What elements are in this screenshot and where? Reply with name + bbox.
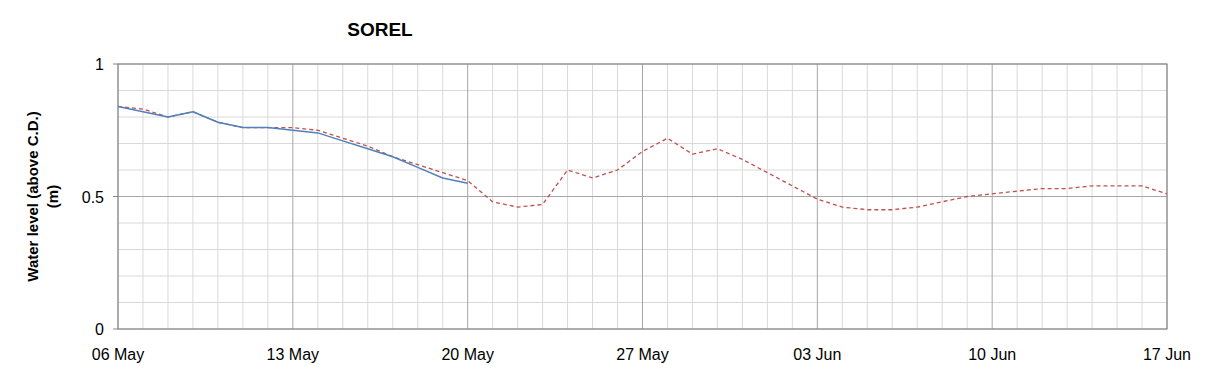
plot-frame bbox=[118, 64, 1167, 329]
x-tick-label: 27 May bbox=[616, 346, 668, 363]
y-tick bbox=[113, 196, 118, 197]
x-tick-label: 17 Jun bbox=[1143, 346, 1191, 363]
x-tick-label: 03 Jun bbox=[793, 346, 841, 363]
x-tick-label: 13 May bbox=[267, 346, 319, 363]
series-line bbox=[118, 106, 1167, 209]
x-tick-label: 10 Jun bbox=[968, 346, 1016, 363]
x-tick-label: 06 May bbox=[92, 346, 144, 363]
y-tick-label: 0 bbox=[95, 321, 104, 338]
y-tick bbox=[113, 329, 118, 330]
series-group bbox=[118, 106, 1167, 209]
chart: 0 0.5 1 06 May 13 May 20 May 27 May 03 Jun 10 Ju… bbox=[0, 0, 1209, 378]
y-tick-label: 0.5 bbox=[82, 189, 104, 206]
x-tick-label: 20 May bbox=[441, 346, 493, 363]
major-grid-line bbox=[118, 196, 1167, 197]
series-line bbox=[118, 106, 468, 183]
y-tick bbox=[113, 64, 118, 65]
grid bbox=[118, 64, 1167, 329]
title: SOREL bbox=[347, 19, 413, 40]
y-tick-label: 1 bbox=[95, 56, 104, 73]
y-axis-label: Water level (above C.D.)(m) bbox=[24, 111, 61, 281]
